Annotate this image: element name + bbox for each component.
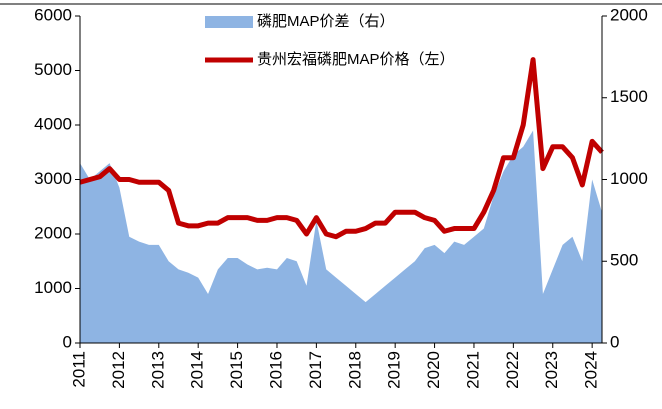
legend-label: 磷肥MAP价差（右）: [257, 13, 395, 30]
line: [79, 57, 604, 240]
legend-swatch: [205, 16, 253, 28]
y2-tick-label: 0: [610, 332, 619, 351]
x-tick-label: 2023: [542, 351, 561, 389]
x-tick-label: 2022: [503, 351, 522, 389]
legend-label: 贵州宏福磷肥MAP价格（左）: [257, 51, 455, 68]
y-tick-label: 0: [63, 332, 72, 351]
y2-tick-label: 500: [610, 251, 638, 270]
x-tick-label: 2018: [345, 351, 364, 389]
x-tick-label: 2024: [582, 351, 601, 389]
y-tick-label: 2000: [34, 223, 72, 242]
x-tick-label: 2015: [227, 351, 246, 389]
x-tick-label: 2013: [148, 351, 167, 389]
x-tick-label: 2012: [109, 351, 128, 389]
x-tick-label: 2011: [69, 351, 88, 388]
y-tick-label: 5000: [34, 60, 72, 79]
y-tick-label: 4000: [34, 114, 72, 133]
area: [80, 130, 602, 343]
y-tick-label: 3000: [34, 169, 72, 188]
x-tick-label: 2014: [188, 351, 207, 389]
x-tick-label: 2021: [463, 351, 482, 389]
y-tick-label: 1000: [34, 278, 72, 297]
y2-tick-label: 2000: [610, 5, 648, 24]
x-tick-label: 2017: [306, 351, 325, 389]
y-tick-label: 6000: [34, 5, 72, 24]
y2-tick-label: 1500: [610, 87, 648, 106]
x-tick-label: 2020: [424, 351, 443, 389]
x-tick-label: 2019: [385, 351, 404, 389]
y2-tick-label: 1000: [610, 169, 648, 188]
x-tick-label: 2016: [266, 351, 285, 389]
